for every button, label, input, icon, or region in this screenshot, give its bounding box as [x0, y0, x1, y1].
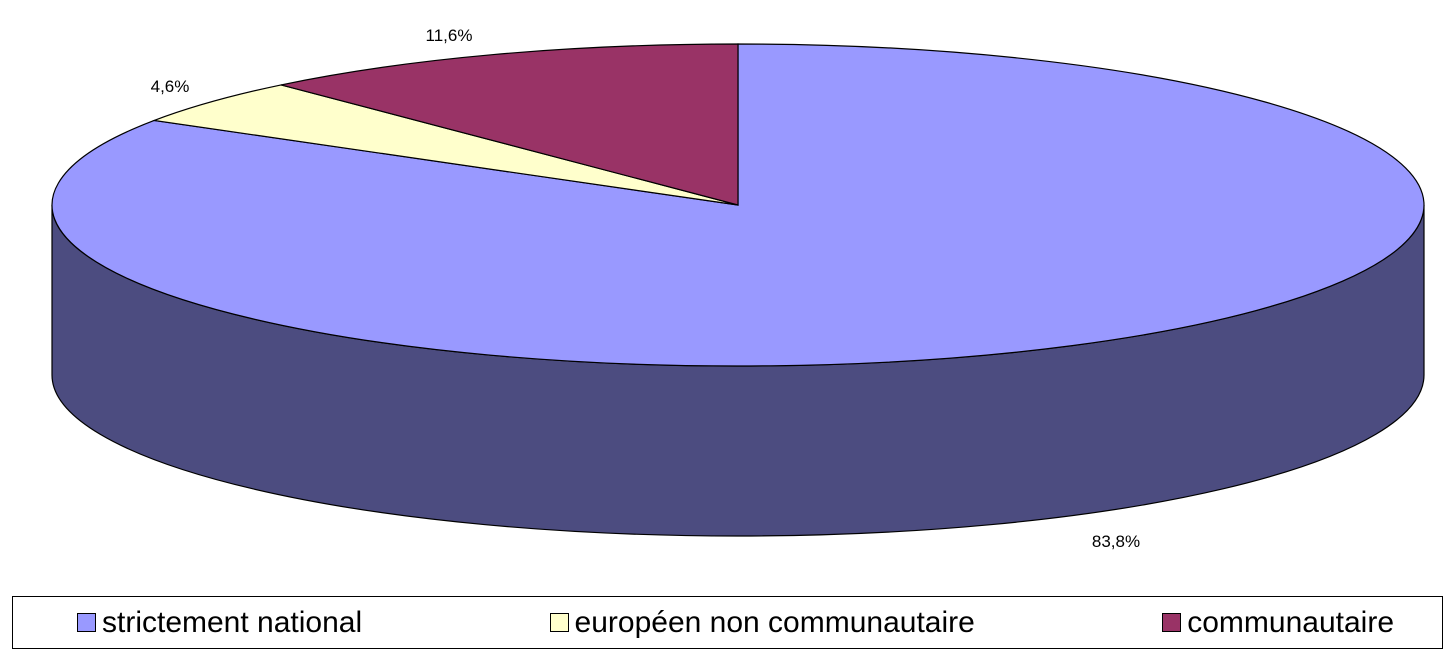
data-label-communautaire: 11,6%: [426, 26, 473, 45]
legend-item-europeen-non-communautaire: européen non communautaire: [549, 605, 975, 639]
data-label-strictement-national: 83,8%: [1092, 532, 1140, 551]
pie-chart: 83,8% 4,6% 11,6%: [51, 26, 1425, 551]
legend-swatch: [549, 613, 569, 632]
legend-item-strictement-national: strictement national: [77, 605, 363, 639]
legend-swatch: [1162, 613, 1182, 632]
legend-item-communautaire: communautaire: [1162, 605, 1394, 639]
pie-data-labels: 83,8% 4,6% 11,6%: [151, 26, 1140, 551]
legend-label: européen non communautaire: [574, 605, 975, 639]
legend-label: communautaire: [1187, 605, 1394, 639]
slice-europ-en-non-communautaire: [151, 84, 739, 206]
slice-communautaire: [280, 43, 739, 206]
legend: strictement national européen non commun…: [12, 596, 1443, 649]
legend-swatch: [77, 613, 96, 632]
legend-label: strictement national: [102, 605, 363, 639]
data-label-europ-en-non-communautaire: 4,6%: [151, 77, 190, 96]
pie-slices: [51, 43, 1425, 367]
